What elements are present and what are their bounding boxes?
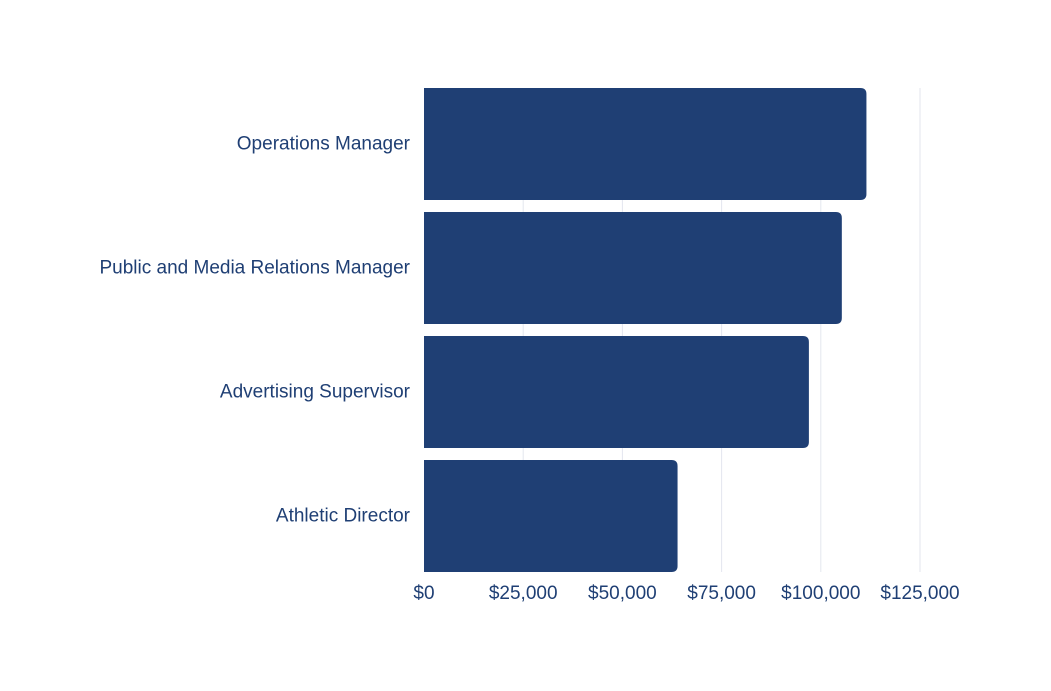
category-labels: Operations Manager Public and Media Relat… bbox=[99, 134, 410, 527]
x-axis-tick-labels: $0 $25,000 $50,000 $75,000 $100,000 $125,000 bbox=[413, 583, 959, 604]
x-tick-label-3: $75,000 bbox=[687, 583, 756, 604]
bar-0 bbox=[424, 88, 867, 200]
category-label-0: Operations Manager bbox=[237, 134, 411, 155]
bar-3 bbox=[424, 460, 678, 572]
category-label-1: Public and Media Relations Manager bbox=[99, 258, 410, 279]
category-label-2: Advertising Supervisor bbox=[220, 382, 411, 403]
x-tick-label-5: $125,000 bbox=[880, 583, 959, 604]
bar-2 bbox=[424, 336, 809, 448]
bars bbox=[424, 88, 867, 572]
x-tick-label-2: $50,000 bbox=[588, 583, 657, 604]
x-tick-label-1: $25,000 bbox=[489, 583, 558, 604]
x-tick-label-4: $100,000 bbox=[781, 583, 860, 604]
category-label-3: Athletic Director bbox=[276, 506, 411, 527]
bar-1 bbox=[424, 212, 842, 324]
x-tick-label-0: $0 bbox=[413, 583, 434, 604]
